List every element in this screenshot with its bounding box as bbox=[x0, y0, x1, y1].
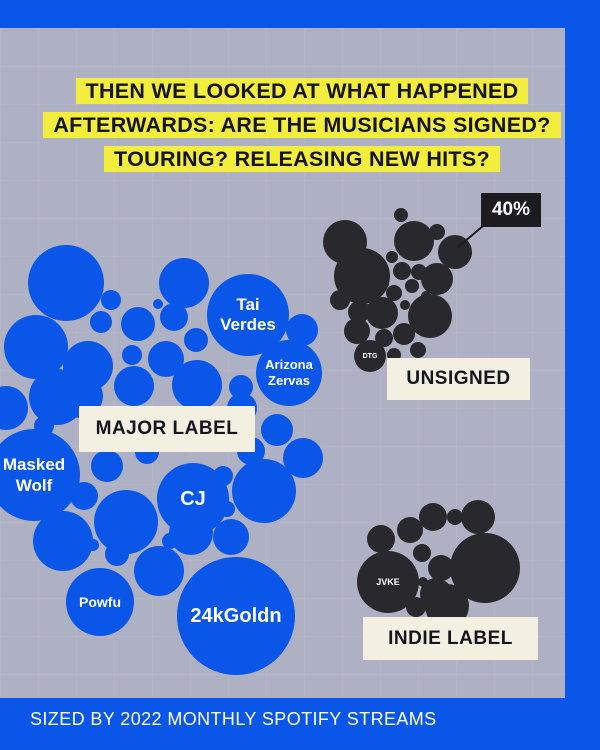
unsigned-text: UNSIGNED bbox=[406, 368, 511, 389]
artist-bubble bbox=[447, 509, 463, 525]
artist-bubble bbox=[386, 251, 398, 263]
artist-bubble bbox=[405, 279, 419, 293]
artist-bubble bbox=[418, 577, 428, 587]
artist-bubble bbox=[134, 546, 184, 596]
artist-bubble bbox=[29, 369, 85, 425]
artist-bubble bbox=[397, 517, 423, 543]
unsigned-tag: UNSIGNED bbox=[387, 358, 530, 400]
artist-bubble bbox=[379, 279, 389, 289]
artist-bubble bbox=[429, 224, 445, 240]
artist-bubble bbox=[105, 542, 129, 566]
artist-bubble bbox=[393, 323, 415, 345]
artist-bubble bbox=[419, 503, 447, 531]
artist-bubble bbox=[153, 299, 163, 309]
artist-bubble bbox=[367, 525, 395, 553]
bubble-masked-wolf: Masked Wolf bbox=[0, 429, 80, 521]
chart-heading: THEN WE LOOKED AT WHAT HAPPENED AFTERWAR… bbox=[39, 74, 565, 176]
label-masked-wolf: Masked Wolf bbox=[2, 455, 66, 495]
indie-label-tag: INDIE LABEL bbox=[363, 617, 538, 660]
percent-callout: 40% bbox=[481, 193, 541, 227]
artist-bubble bbox=[90, 311, 112, 333]
label-dtg: DTG bbox=[362, 352, 378, 360]
label-arizona-zervas: Arizona Zervas bbox=[265, 357, 313, 388]
artist-bubble bbox=[122, 345, 142, 365]
artist-bubble bbox=[184, 328, 208, 352]
artist-bubble bbox=[344, 318, 370, 344]
artist-bubble bbox=[400, 300, 410, 310]
label-tai-verdes: Tai Verdes bbox=[220, 295, 276, 334]
artist-bubble bbox=[33, 511, 93, 571]
label-powfu: Powfu bbox=[79, 594, 121, 610]
artist-bubble bbox=[413, 544, 431, 562]
bubble-arizona-zervas: Arizona Zervas bbox=[256, 340, 322, 406]
artist-bubble bbox=[386, 285, 402, 301]
bubble-jvke: JVKE bbox=[357, 551, 419, 613]
bubble-cj: CJ bbox=[157, 463, 229, 535]
artist-bubble bbox=[408, 294, 452, 338]
label-cj: CJ bbox=[180, 487, 206, 510]
artist-bubble bbox=[362, 304, 374, 316]
percent-callout-text: 40% bbox=[491, 199, 531, 220]
artist-bubble bbox=[461, 500, 495, 534]
artist-bubble bbox=[101, 290, 121, 310]
artist-bubble bbox=[232, 459, 296, 523]
artist-bubble bbox=[428, 555, 454, 581]
artist-bubble bbox=[393, 262, 411, 280]
artist-bubble bbox=[28, 245, 104, 321]
artist-bubble bbox=[261, 414, 293, 446]
artist-bubble bbox=[213, 519, 249, 555]
footer-note: SIZED BY 2022 MONTHLY SPOTIFY STREAMS bbox=[30, 709, 437, 729]
bubble-24kgoldn: 24kGoldn bbox=[177, 557, 295, 675]
artist-bubble bbox=[94, 490, 158, 554]
artist-bubble bbox=[394, 221, 434, 261]
artist-bubble bbox=[410, 342, 426, 358]
heading-text: THEN WE LOOKED AT WHAT HAPPENED AFTERWAR… bbox=[43, 78, 561, 172]
artist-bubble bbox=[160, 303, 188, 331]
artist-bubble bbox=[394, 208, 408, 222]
artist-bubble bbox=[172, 360, 222, 410]
artist-bubble bbox=[330, 290, 350, 310]
artist-bubble bbox=[91, 450, 123, 482]
major-label-tag: MAJOR LABEL bbox=[79, 406, 255, 452]
artist-bubble bbox=[159, 258, 209, 308]
indie-label-text: INDIE LABEL bbox=[388, 627, 513, 649]
artist-bubble bbox=[4, 315, 68, 379]
artist-bubble bbox=[121, 307, 155, 341]
artist-bubble bbox=[162, 533, 178, 549]
label-jvke: JVKE bbox=[376, 577, 400, 587]
artist-bubble bbox=[87, 539, 99, 551]
label-24kgoldn: 24kGoldn bbox=[190, 604, 282, 627]
artist-bubble bbox=[421, 263, 453, 295]
artist-bubble bbox=[114, 366, 154, 406]
bubble-dtg: DTG bbox=[354, 340, 386, 372]
major-label-text: MAJOR LABEL bbox=[95, 418, 239, 439]
bubble-powfu: Powfu bbox=[66, 568, 134, 636]
